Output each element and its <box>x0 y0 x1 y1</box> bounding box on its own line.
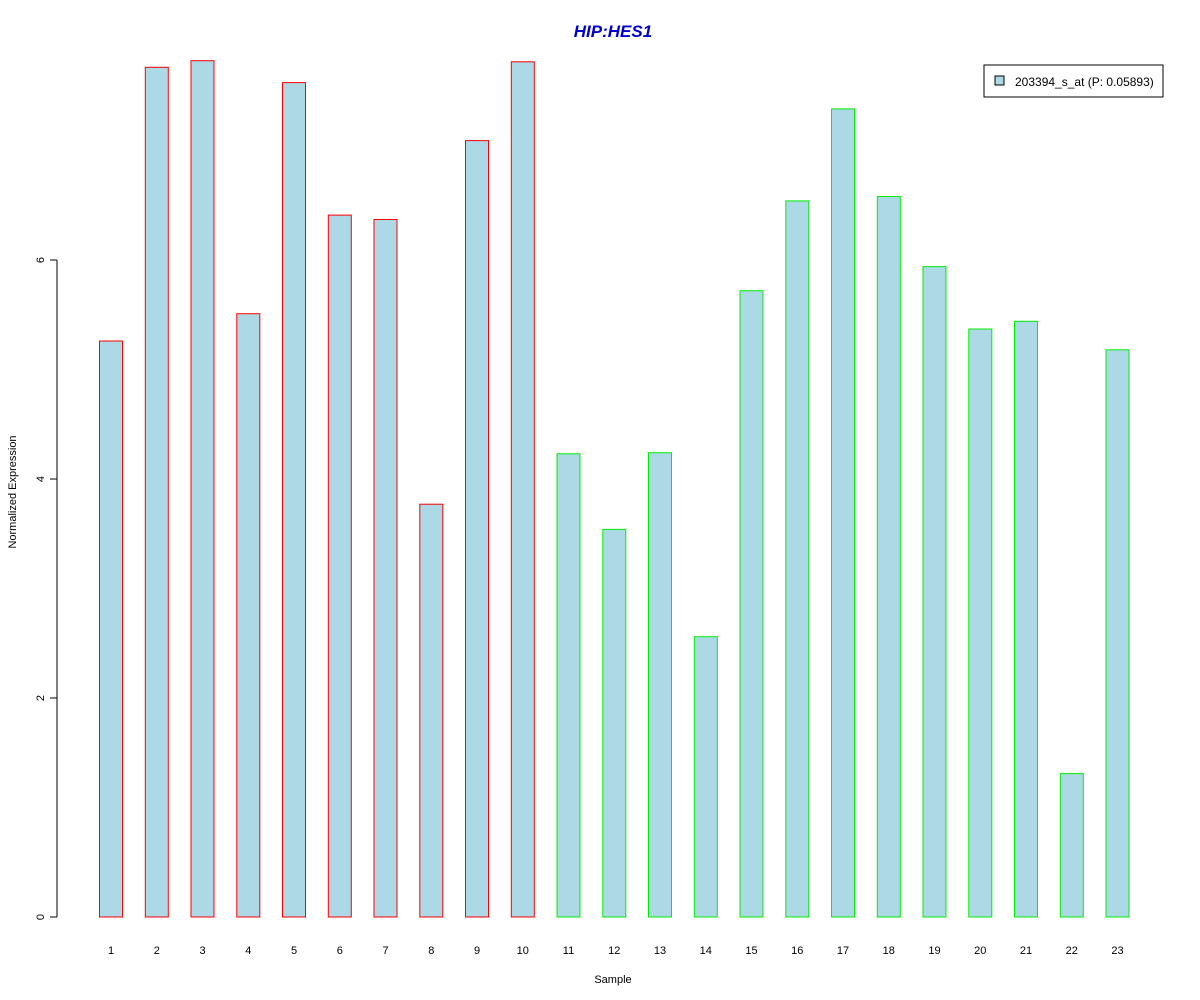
x-tick-label: 1 <box>108 945 114 957</box>
bar-sample-10 <box>510 61 535 918</box>
x-tick-label: 22 <box>1066 945 1078 957</box>
x-tick-label: 8 <box>428 945 434 957</box>
bar-sample-5 <box>282 82 306 918</box>
bar-sample-2 <box>144 66 169 918</box>
x-tick-label: 21 <box>1020 945 1032 957</box>
x-tick-label: 6 <box>337 945 343 957</box>
x-tick-labels: 1 2 3 4 5 6 7 8 9 10 11 12 13 14 15 16 17 18 19 20 21 22 23 <box>108 945 1124 957</box>
legend-box <box>983 64 1164 98</box>
x-tick-label: 5 <box>291 945 297 957</box>
bar-sample-21 <box>1014 320 1038 918</box>
bars <box>99 60 1130 918</box>
bar-sample-19 <box>922 266 947 918</box>
chart-title: HIP:HES1 <box>574 22 652 41</box>
x-tick-label: 11 <box>563 945 574 957</box>
y-tick-label: 0 <box>35 914 47 920</box>
y-tick-label: 2 <box>35 695 47 701</box>
x-axis-label: Sample <box>594 974 631 986</box>
x-tick-label: 13 <box>654 945 666 957</box>
x-tick-label: 10 <box>517 945 529 957</box>
x-tick-label: 16 <box>791 945 803 957</box>
legend-swatch <box>994 75 1005 86</box>
x-tick-label: 9 <box>474 945 480 957</box>
bar-sample-9 <box>465 140 489 918</box>
bar-sample-3 <box>190 60 215 918</box>
bar-sample-18 <box>876 196 901 918</box>
y-axis: 0 2 4 6 <box>35 257 58 920</box>
y-tick-label: 6 <box>35 257 47 263</box>
x-tick-label: 23 <box>1111 945 1123 957</box>
bar-sample-4 <box>236 313 261 918</box>
x-tick-label: 12 <box>608 945 620 957</box>
legend: 203394_s_at (P: 0.05893) <box>983 64 1164 98</box>
x-tick-label: 2 <box>154 945 160 957</box>
x-tick-label: 18 <box>883 945 895 957</box>
bar-sample-15 <box>739 290 764 918</box>
bar-sample-13 <box>648 452 672 918</box>
x-tick-label: 17 <box>837 945 849 957</box>
x-tick-label: 3 <box>199 945 205 957</box>
bar-sample-23 <box>1105 349 1130 918</box>
bar-sample-12 <box>602 528 627 918</box>
x-tick-label: 15 <box>745 945 757 957</box>
x-tick-label: 19 <box>928 945 940 957</box>
bar-sample-20 <box>968 328 993 918</box>
y-tick-label: 4 <box>35 476 47 482</box>
x-tick-label: 20 <box>974 945 986 957</box>
bar-sample-1 <box>99 340 123 918</box>
bar-sample-16 <box>785 200 810 918</box>
y-axis-label: Normalized Expression <box>7 435 19 548</box>
bar-sample-8 <box>419 503 444 918</box>
x-tick-label: 7 <box>382 945 388 957</box>
bar-sample-22 <box>1059 773 1084 918</box>
bar-sample-17 <box>831 108 855 918</box>
x-tick-label: 14 <box>700 945 712 957</box>
bar-sample-6 <box>327 214 352 918</box>
x-tick-label: 4 <box>245 945 251 957</box>
legend-label: 203394_s_at (P: 0.05893) <box>1015 75 1154 89</box>
bar-sample-11 <box>556 453 581 918</box>
bar-sample-7 <box>373 219 398 918</box>
bar-sample-14 <box>693 636 718 918</box>
